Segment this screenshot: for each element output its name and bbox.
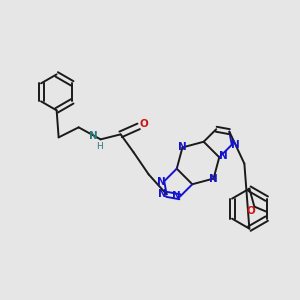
Text: H: H (96, 142, 103, 151)
Text: N: N (172, 191, 181, 201)
Text: N: N (178, 142, 187, 152)
Text: N: N (231, 140, 240, 150)
Text: O: O (247, 206, 256, 216)
Text: N: N (89, 131, 98, 141)
Text: N: N (219, 151, 228, 161)
Text: O: O (139, 119, 148, 129)
Text: N: N (157, 177, 166, 187)
Text: N: N (158, 189, 167, 200)
Text: N: N (209, 174, 218, 184)
